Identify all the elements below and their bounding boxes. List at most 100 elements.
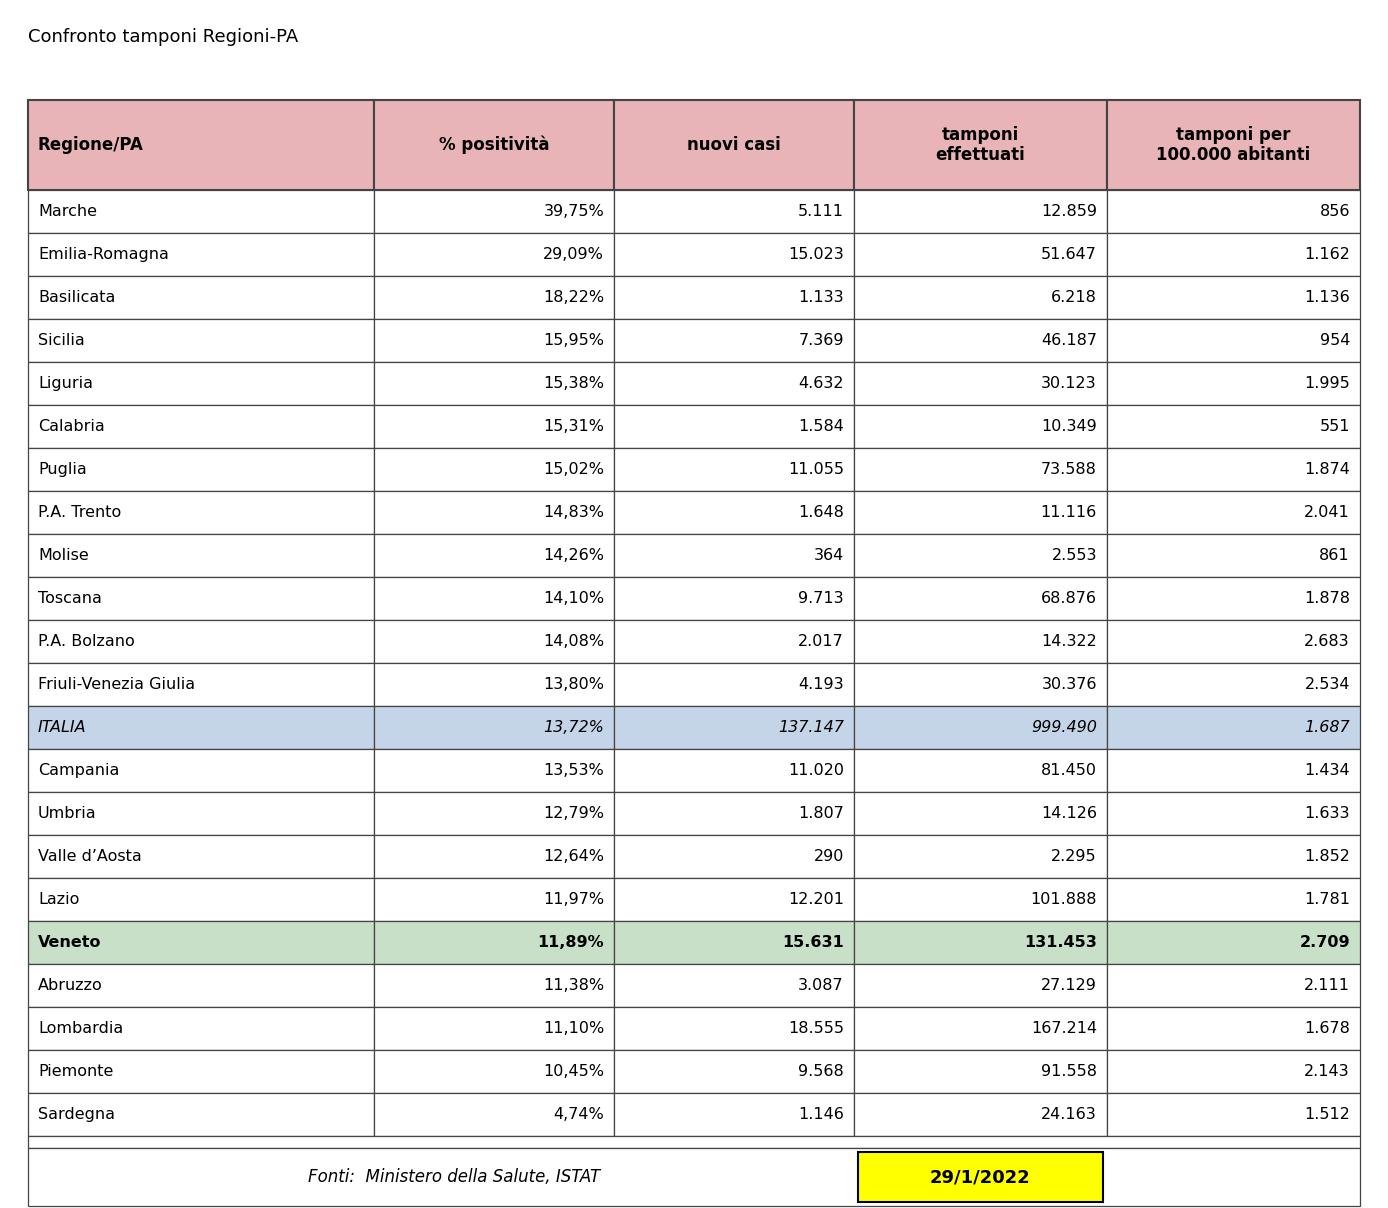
Text: Campania: Campania — [37, 763, 119, 778]
Bar — [28, 878, 375, 920]
Bar — [375, 490, 613, 534]
Bar — [854, 620, 1106, 663]
Bar — [375, 1050, 613, 1093]
Bar — [854, 964, 1106, 1007]
Text: 11,97%: 11,97% — [543, 892, 604, 907]
Text: tamponi
effettuati: tamponi effettuati — [936, 126, 1026, 164]
Bar — [1106, 362, 1360, 405]
Text: 1.133: 1.133 — [798, 290, 844, 304]
Bar — [1106, 920, 1360, 964]
Bar — [375, 100, 613, 190]
Bar — [1106, 663, 1360, 705]
Text: 13,53%: 13,53% — [543, 763, 604, 778]
Bar — [375, 405, 613, 448]
Bar — [28, 233, 375, 275]
Bar — [854, 878, 1106, 920]
Text: 29/1/2022: 29/1/2022 — [930, 1168, 1031, 1186]
Text: 2.534: 2.534 — [1305, 676, 1351, 692]
Bar — [1106, 964, 1360, 1007]
Bar — [1106, 233, 1360, 275]
Text: Puglia: Puglia — [37, 461, 86, 477]
Text: 5.111: 5.111 — [798, 204, 844, 219]
Bar — [854, 448, 1106, 490]
Text: 11.055: 11.055 — [788, 461, 844, 477]
Bar — [1106, 1093, 1360, 1136]
Bar — [375, 362, 613, 405]
Text: Lombardia: Lombardia — [37, 1021, 124, 1036]
Text: 2.553: 2.553 — [1052, 548, 1097, 563]
Text: 15,02%: 15,02% — [543, 461, 604, 477]
Text: 999.490: 999.490 — [1031, 720, 1097, 734]
Bar — [28, 1093, 375, 1136]
Bar — [375, 705, 613, 749]
Text: Fonti:  Ministero della Salute, ISTAT: Fonti: Ministero della Salute, ISTAT — [308, 1168, 600, 1186]
Bar — [613, 920, 854, 964]
Bar — [28, 1007, 375, 1050]
Bar — [613, 878, 854, 920]
Text: 9.568: 9.568 — [798, 1064, 844, 1079]
Text: 10.349: 10.349 — [1041, 419, 1097, 434]
Text: 14,26%: 14,26% — [543, 548, 604, 563]
Bar — [613, 233, 854, 275]
Bar — [28, 1050, 375, 1093]
Bar — [28, 705, 375, 749]
Bar — [28, 362, 375, 405]
Bar — [613, 749, 854, 792]
Text: Liguria: Liguria — [37, 376, 93, 391]
Text: 13,72%: 13,72% — [543, 720, 604, 734]
Bar — [858, 1152, 1103, 1202]
Bar — [28, 920, 375, 964]
Text: 11,89%: 11,89% — [537, 935, 604, 949]
Text: 9.713: 9.713 — [798, 591, 844, 606]
Text: Sardegna: Sardegna — [37, 1107, 115, 1122]
Text: Calabria: Calabria — [37, 419, 104, 434]
Bar — [375, 620, 613, 663]
Bar — [28, 792, 375, 835]
Text: 856: 856 — [1320, 204, 1351, 219]
Text: 1.434: 1.434 — [1305, 763, 1351, 778]
Text: 2.017: 2.017 — [798, 634, 844, 649]
Text: 30.376: 30.376 — [1041, 676, 1097, 692]
Text: 1.162: 1.162 — [1305, 246, 1351, 262]
Bar — [375, 448, 613, 490]
Text: 27.129: 27.129 — [1041, 978, 1097, 993]
Bar — [1106, 319, 1360, 362]
Bar — [1106, 275, 1360, 319]
Text: 15,95%: 15,95% — [543, 333, 604, 348]
Text: Emilia-Romagna: Emilia-Romagna — [37, 246, 169, 262]
Text: 1.687: 1.687 — [1305, 720, 1351, 734]
Text: 1.584: 1.584 — [798, 419, 844, 434]
Text: 2.683: 2.683 — [1305, 634, 1351, 649]
Bar — [28, 100, 375, 190]
Text: Valle d’Aosta: Valle d’Aosta — [37, 849, 142, 864]
Text: 11,10%: 11,10% — [543, 1021, 604, 1036]
Bar — [1106, 1050, 1360, 1093]
Text: 18,22%: 18,22% — [543, 290, 604, 304]
Bar — [375, 964, 613, 1007]
Text: 81.450: 81.450 — [1041, 763, 1097, 778]
Text: 1.136: 1.136 — [1305, 290, 1351, 304]
Bar — [375, 878, 613, 920]
Bar — [28, 319, 375, 362]
Bar — [375, 1007, 613, 1050]
Text: 51.647: 51.647 — [1041, 246, 1097, 262]
Bar — [1106, 534, 1360, 577]
Text: 1.878: 1.878 — [1303, 591, 1351, 606]
Text: 29,09%: 29,09% — [543, 246, 604, 262]
Bar — [613, 100, 854, 190]
Text: Marche: Marche — [37, 204, 97, 219]
Text: 1.648: 1.648 — [798, 505, 844, 519]
Text: P.A. Trento: P.A. Trento — [37, 505, 121, 519]
Text: Confronto tamponi Regioni-PA: Confronto tamponi Regioni-PA — [28, 28, 298, 46]
Bar — [1106, 100, 1360, 190]
Bar — [613, 190, 854, 233]
Text: % positività: % positività — [439, 135, 550, 155]
Bar — [28, 663, 375, 705]
Text: 91.558: 91.558 — [1041, 1064, 1097, 1079]
Bar — [613, 1007, 854, 1050]
Bar — [854, 100, 1106, 190]
Bar — [854, 233, 1106, 275]
Bar — [1106, 577, 1360, 620]
Bar — [28, 620, 375, 663]
Text: 2.295: 2.295 — [1051, 849, 1097, 864]
